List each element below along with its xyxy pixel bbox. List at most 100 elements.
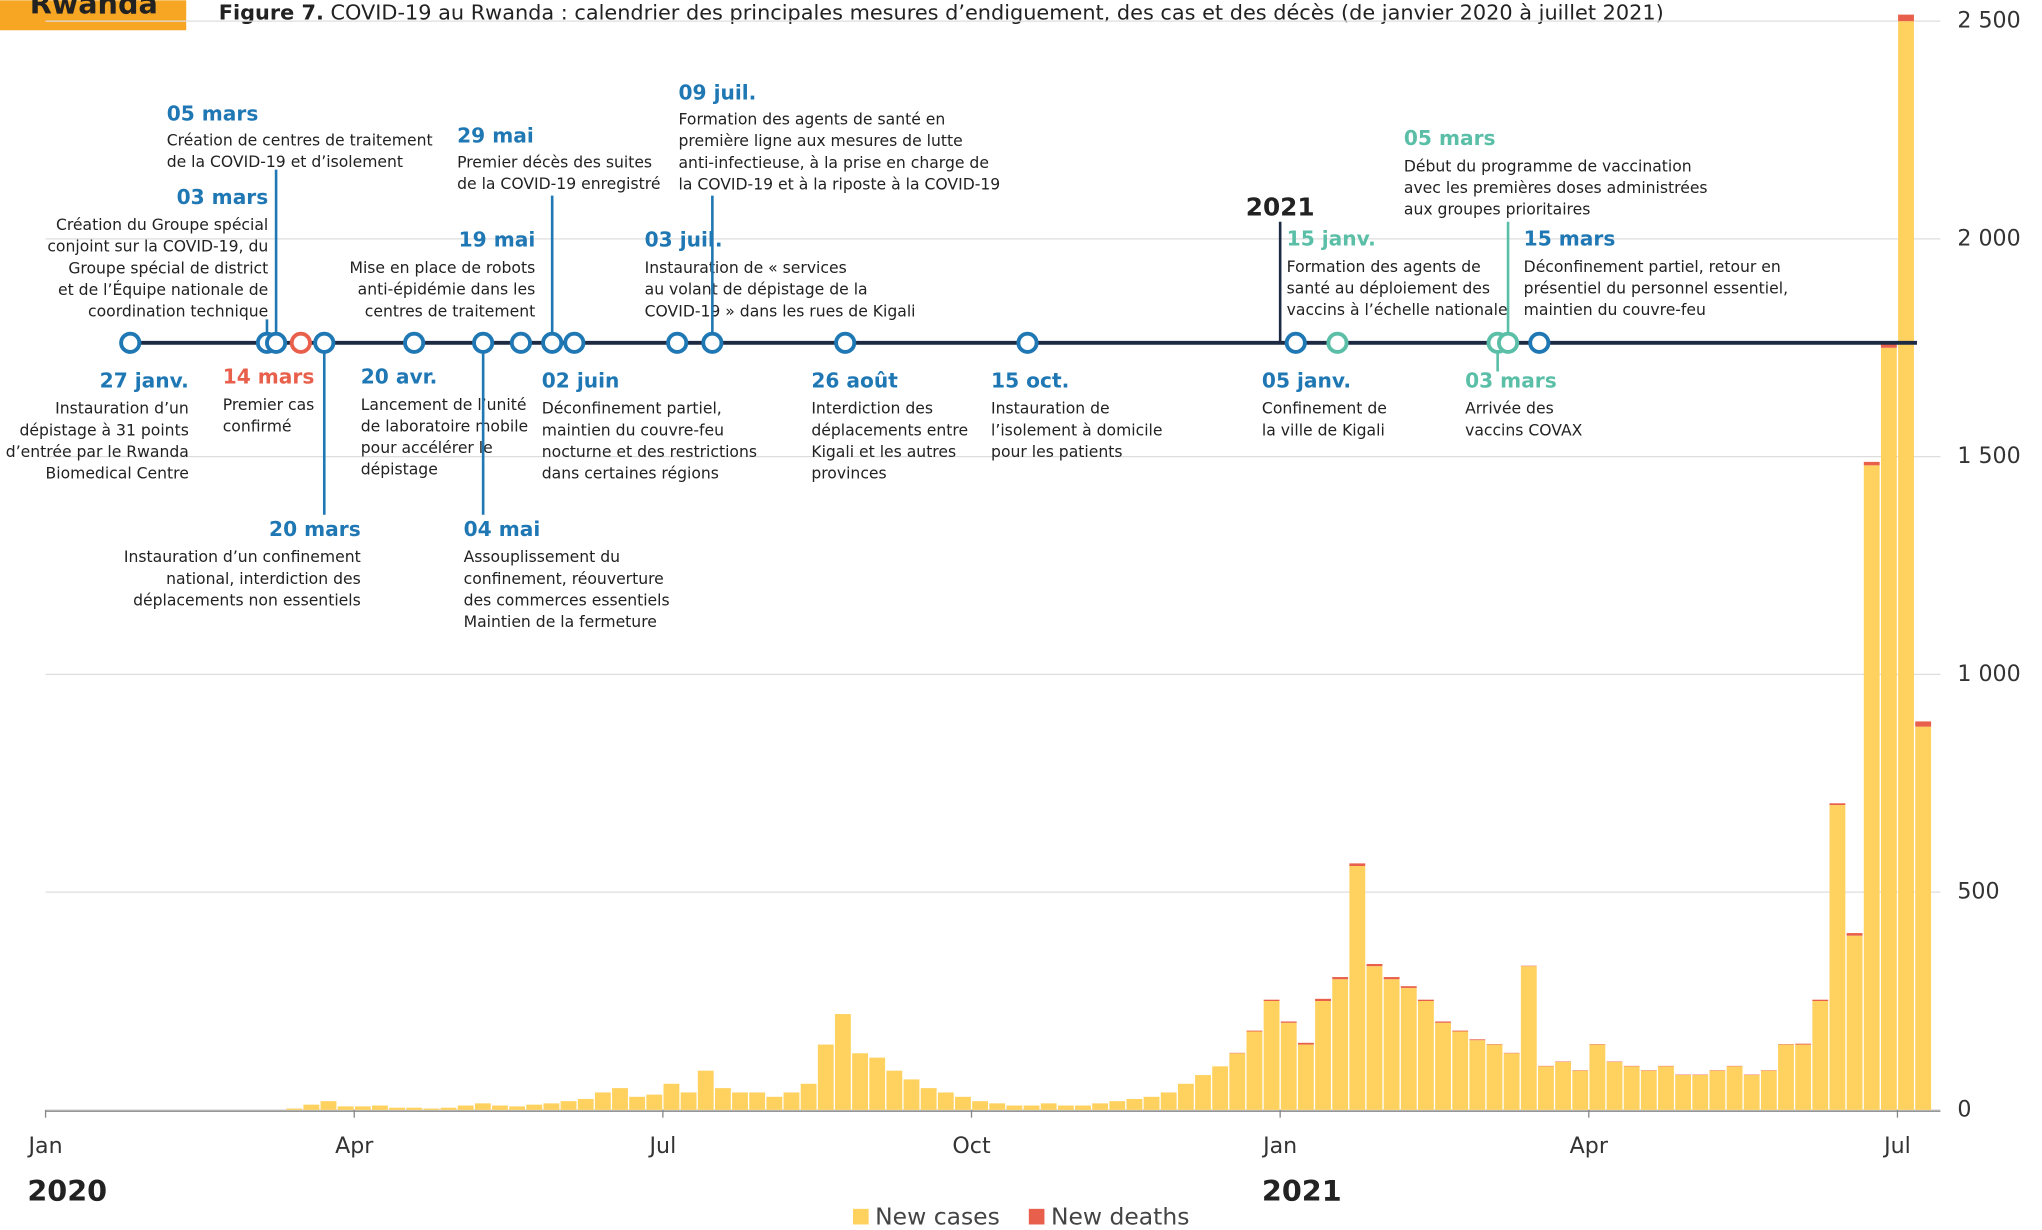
bar	[1297, 1042, 1314, 1045]
bar	[800, 1083, 817, 1110]
bar	[1606, 1061, 1623, 1110]
event-date: 19 mai	[459, 228, 536, 252]
event-marker	[313, 331, 336, 354]
event-text: dépistage à 31 points	[19, 421, 188, 439]
bar	[1709, 1070, 1726, 1110]
bar	[1915, 721, 1932, 727]
event-marker	[666, 331, 689, 354]
y-tick-label: 500	[1957, 879, 1999, 905]
x-tick-label: Jan	[1261, 1133, 1297, 1159]
event-text: des commerces essentiels	[464, 591, 670, 609]
event-text: Interdiction des	[811, 400, 933, 418]
bar	[320, 1101, 337, 1110]
event-text: Maintien de la fermeture	[464, 613, 657, 631]
event-marker	[403, 331, 426, 354]
event-text: vaccins à l’échelle nationale	[1287, 301, 1508, 319]
x-tick-label: Jan	[27, 1133, 63, 1159]
event-text: Premier décès des suites	[457, 154, 652, 172]
event-marker	[472, 331, 495, 354]
event-date: 03 mars	[1465, 368, 1557, 392]
badge: Rwanda	[30, 0, 158, 21]
event-text: Arrivée des	[1465, 400, 1554, 418]
event-date: 14 mars	[223, 364, 315, 388]
event-text: aux groupes prioritaires	[1404, 201, 1591, 219]
bar	[509, 1106, 526, 1110]
bar	[1143, 1096, 1160, 1110]
bar	[1795, 1043, 1812, 1045]
bar	[594, 1092, 611, 1110]
bar	[1332, 977, 1349, 980]
bar	[1177, 1083, 1194, 1110]
x-tick-label: Jul	[648, 1133, 677, 1159]
y-tick-label: 2 500	[1957, 8, 2020, 34]
bar	[492, 1105, 508, 1110]
bar	[1863, 461, 1880, 466]
bar	[1726, 1066, 1743, 1110]
event-marker	[1016, 331, 1039, 354]
event-text: dans certaines régions	[542, 465, 719, 483]
bar	[886, 1070, 903, 1110]
event-text: Instauration de	[991, 400, 1110, 418]
event-text: Premier cas	[223, 396, 315, 414]
event-date: 05 mars	[167, 101, 259, 125]
event-text: Déconfinement partiel,	[542, 400, 722, 418]
bar	[1503, 1053, 1520, 1110]
bar	[1332, 979, 1349, 1110]
event-text: la ville de Kigali	[1262, 421, 1385, 439]
event-text: Confinement de	[1262, 400, 1387, 418]
bar	[389, 1107, 406, 1110]
bar	[937, 1092, 954, 1110]
event-marker	[265, 331, 288, 354]
event-text: Instauration de « services	[645, 259, 847, 277]
bar	[286, 1108, 303, 1110]
bar	[663, 1083, 680, 1110]
badge-box	[0, 0, 187, 31]
bar	[1109, 1101, 1126, 1110]
bar	[1092, 1103, 1109, 1110]
y-tick-label: 1 500	[1957, 443, 2020, 469]
bar	[1040, 1103, 1057, 1110]
legend-label: New deaths	[1051, 1202, 1190, 1230]
bar	[1538, 1066, 1554, 1110]
event-text: avec les premières doses administrées	[1404, 179, 1708, 197]
bar	[680, 1092, 697, 1110]
event-marker	[701, 331, 724, 354]
event-text: maintien du couvre-feu	[542, 421, 724, 439]
event-date: 29 mai	[457, 124, 534, 148]
event-text: au volant de dépistage de la	[645, 281, 868, 299]
event-text: Début du programme de vaccination	[1404, 158, 1692, 176]
event-date: 03 juil.	[645, 228, 723, 252]
bar	[1023, 1105, 1040, 1110]
event-text: Mise en place de robots	[350, 259, 536, 277]
event-date: 02 juin	[542, 368, 620, 392]
event-date: 15 mars	[1524, 226, 1616, 250]
event-date: 09 juil.	[678, 81, 756, 105]
bar	[1006, 1105, 1023, 1110]
bar	[817, 1044, 834, 1110]
event-date: 26 août	[811, 368, 898, 392]
event-text: COVID-19 » dans les rues de Kigali	[645, 302, 916, 320]
event-text: centres de traitement	[365, 302, 535, 320]
bar	[372, 1105, 388, 1110]
event-text: de la COVID-19 et d’isolement	[167, 153, 403, 171]
event-text: dépistage	[361, 461, 438, 479]
event-text: Création de centres de traitement	[167, 131, 433, 149]
x-tick-label: Oct	[952, 1133, 991, 1159]
event-text: Kigali et les autres	[811, 443, 956, 461]
bar	[989, 1103, 1006, 1110]
event-text: Instauration d’un	[55, 400, 189, 418]
x-tick-label: Jul	[1882, 1133, 1911, 1159]
bar	[560, 1101, 577, 1110]
bar	[732, 1092, 748, 1110]
event-text: confirmé	[223, 417, 292, 435]
bar	[1195, 1075, 1211, 1110]
event-text: Instauration d’un confinement	[124, 548, 361, 566]
event-text: Formation des agents de	[1287, 258, 1481, 276]
year-label: 2021	[1262, 1174, 1342, 1208]
bar	[1520, 966, 1537, 1110]
bar	[1297, 1044, 1314, 1110]
event-text: provinces	[811, 465, 886, 483]
event-text: pour accélérer le	[361, 439, 493, 457]
event-marker	[289, 331, 312, 354]
